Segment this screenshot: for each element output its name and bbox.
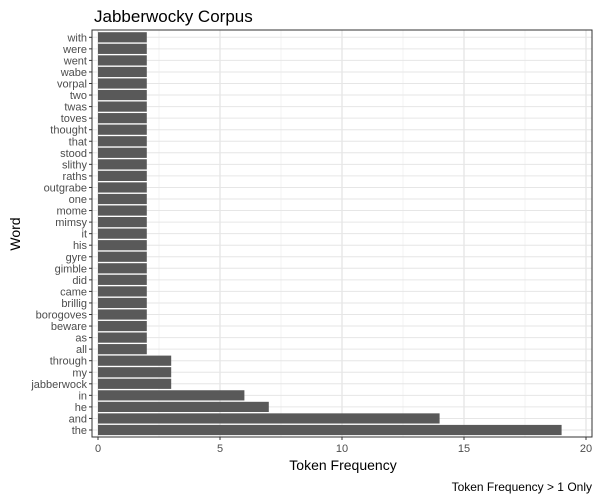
- y-tick-label: two: [70, 90, 87, 102]
- bar-vorpal: [98, 78, 147, 89]
- y-tick-label: through: [50, 356, 87, 368]
- y-tick-label: it: [82, 229, 88, 241]
- bar-the: [98, 424, 562, 436]
- y-tick-label: the: [72, 425, 87, 437]
- y-tick-label: toves: [61, 113, 88, 125]
- bar-thought: [98, 124, 147, 135]
- y-tick-label: with: [66, 32, 87, 44]
- bar-went: [98, 55, 147, 66]
- bar-were: [98, 43, 147, 54]
- bar-as: [98, 332, 147, 343]
- plot-border: [91, 29, 593, 438]
- bars: [98, 32, 562, 436]
- bar-in: [98, 390, 245, 401]
- x-tick-label: 20: [580, 443, 592, 455]
- y-tick-label: thought: [50, 125, 87, 137]
- y-tick-label: gimble: [55, 263, 87, 275]
- y-tick-label: outgrabe: [44, 182, 87, 194]
- bar-did: [98, 274, 147, 285]
- bar-raths: [98, 170, 147, 181]
- y-tick-label: my: [72, 367, 87, 379]
- bar-my: [98, 367, 172, 378]
- y-tick-label: came: [60, 286, 87, 298]
- y-tick-label: one: [69, 194, 87, 206]
- bar-that: [98, 136, 147, 147]
- x-tick-label: 5: [217, 443, 223, 455]
- x-axis-ticks: 0 5 10 15 20: [95, 437, 592, 455]
- y-tick-label: were: [62, 44, 87, 56]
- y-tick-label: jabberwock: [30, 379, 87, 391]
- y-tick-label: stood: [60, 148, 87, 160]
- bar-and: [98, 413, 440, 424]
- bar-through: [98, 355, 172, 366]
- y-tick-label: his: [73, 240, 88, 252]
- x-axis-title: Token Frequency: [289, 457, 396, 473]
- bar-twas: [98, 101, 147, 112]
- bar-stood: [98, 147, 147, 158]
- bar-his: [98, 240, 147, 251]
- bar-outgrabe: [98, 182, 147, 193]
- bar-slithy: [98, 159, 147, 170]
- y-axis-title: Word: [7, 217, 23, 250]
- y-tick-label: in: [78, 390, 87, 402]
- bar-gyre: [98, 251, 147, 262]
- bar-one: [98, 193, 147, 205]
- bar-with: [98, 32, 147, 43]
- y-tick-label: brillig: [61, 298, 87, 310]
- y-tick-label: gyre: [66, 252, 87, 264]
- bar-beware: [98, 320, 147, 332]
- y-tick-label: mimsy: [55, 217, 87, 229]
- y-axis-ticks: theandheinjabberwockmythroughallasbeware…: [30, 32, 92, 437]
- y-tick-label: as: [75, 333, 87, 345]
- bar-jabberwock: [98, 378, 172, 389]
- bar-toves: [98, 113, 147, 124]
- bar-mome: [98, 205, 147, 216]
- y-tick-label: all: [76, 344, 87, 356]
- y-tick-label: vorpal: [57, 79, 87, 91]
- y-tick-label: did: [72, 275, 87, 287]
- y-tick-label: raths: [63, 171, 88, 183]
- chart-title: Jabberwocky Corpus: [94, 7, 253, 26]
- y-tick-label: went: [63, 55, 87, 67]
- bar-two: [98, 89, 147, 101]
- bar-mimsy: [98, 217, 147, 228]
- bar-wabe: [98, 66, 147, 78]
- x-tick-label: 0: [95, 443, 101, 455]
- bar-he: [98, 401, 269, 412]
- chart-caption: Token Frequency > 1 Only: [452, 480, 592, 494]
- bar-all: [98, 344, 147, 355]
- y-tick-label: he: [75, 402, 87, 414]
- y-tick-label: wabe: [60, 67, 87, 79]
- bar-it: [98, 228, 147, 239]
- y-tick-label: mome: [56, 206, 87, 218]
- y-tick-label: and: [69, 413, 87, 425]
- y-tick-label: borogoves: [36, 310, 88, 322]
- y-tick-label: twas: [64, 102, 87, 114]
- y-tick-label: beware: [51, 321, 87, 333]
- y-tick-label: that: [69, 136, 87, 148]
- bar-borogoves: [98, 309, 147, 320]
- bar-gimble: [98, 263, 147, 274]
- x-tick-label: 15: [458, 443, 470, 455]
- bar-brillig: [98, 297, 147, 309]
- x-tick-label: 10: [336, 443, 348, 455]
- bar-came: [98, 286, 147, 297]
- y-tick-label: slithy: [62, 159, 88, 171]
